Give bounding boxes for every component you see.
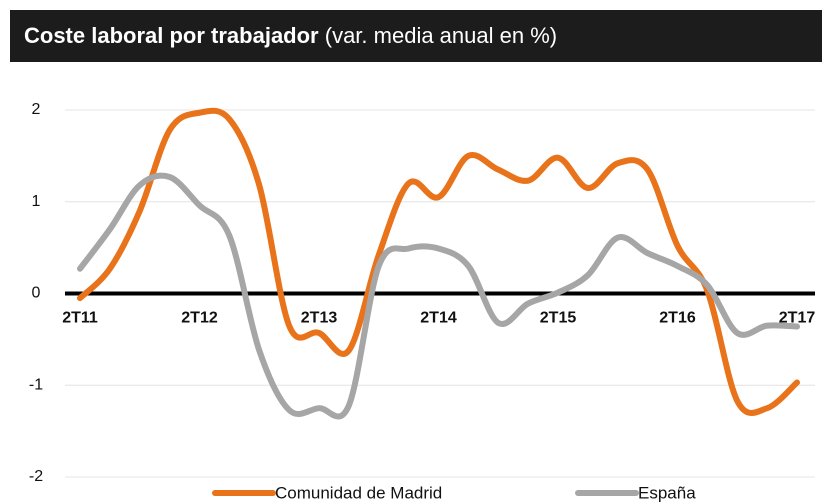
x-tick-label: 2T17 <box>779 310 816 327</box>
legend-label: Comunidad de Madrid <box>275 483 442 502</box>
y-tick-label: -2 <box>29 468 43 485</box>
y-tick-label: 2 <box>32 101 41 118</box>
subtitle: (var. media anual en %) <box>325 23 557 48</box>
y-tick-label: 0 <box>32 285 41 302</box>
x-tick-label: 2T14 <box>420 310 457 327</box>
title: Coste laboral por trabajador <box>24 23 319 48</box>
x-tick-label: 2T11 <box>62 310 98 327</box>
x-tick-label: 2T16 <box>659 310 696 327</box>
header-bar <box>10 10 822 62</box>
x-tick-label: 2T12 <box>181 310 218 327</box>
x-tick-label: 2T15 <box>540 310 577 327</box>
y-tick-label: -1 <box>29 376 43 393</box>
legend-label: España <box>638 483 696 502</box>
x-tick-label: 2T13 <box>301 310 338 327</box>
y-tick-label: 1 <box>32 193 41 210</box>
series-line <box>77 107 800 416</box>
chart-title: Coste laboral por trabajador (var. media… <box>24 23 557 48</box>
series-line <box>77 172 800 420</box>
